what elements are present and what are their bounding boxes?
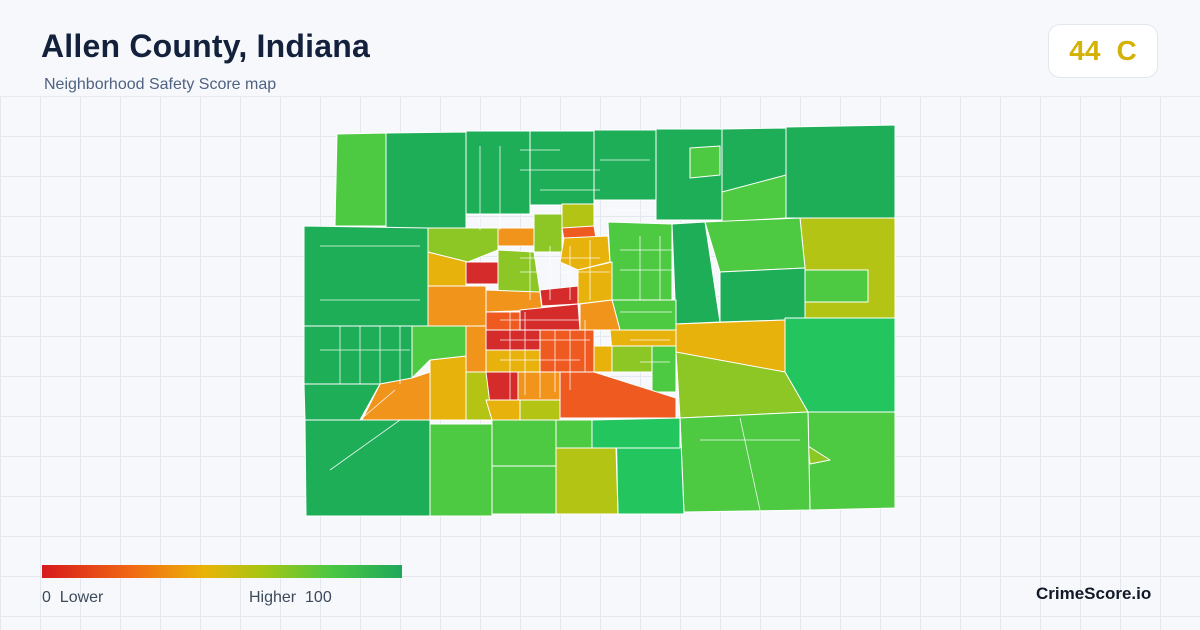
tract-sw-2[interactable] [429, 355, 467, 421]
tract-s-3[interactable] [555, 447, 619, 515]
tract-c-18[interactable] [485, 371, 519, 401]
tract-c-17[interactable] [517, 371, 561, 401]
tract-nw-1[interactable] [334, 132, 387, 227]
tract-w-2[interactable] [303, 325, 413, 385]
tract-sw-1[interactable] [304, 419, 431, 517]
tract-e-5[interactable] [784, 317, 896, 413]
tract-n-8[interactable] [561, 203, 595, 229]
tract-ne-1[interactable] [785, 124, 896, 219]
legend-low-label: 0 Lower [42, 589, 103, 607]
tract-n-2[interactable] [465, 130, 531, 215]
score-grade: C [1116, 35, 1137, 66]
tract-s-6[interactable] [591, 417, 681, 449]
tract-c-13[interactable] [485, 349, 541, 373]
county-map-svg[interactable] [300, 120, 900, 520]
tract-s-1[interactable] [679, 411, 811, 513]
tract-nw-3[interactable] [427, 227, 499, 263]
legend-high-text: Higher [249, 589, 297, 606]
score-badge: 44 C [1048, 24, 1158, 78]
tract-s-4[interactable] [491, 465, 557, 515]
page-subtitle: Neighborhood Safety Score map [44, 76, 277, 93]
tract-c-19[interactable] [485, 399, 521, 421]
legend-low-text: Lower [59, 589, 104, 606]
header [0, 0, 1200, 97]
legend-gradient-bar [42, 565, 402, 578]
tract-ne-4[interactable] [804, 269, 869, 303]
tract-nw-4[interactable] [465, 261, 499, 285]
legend-high-value: 100 [305, 589, 332, 606]
tract-c-3[interactable] [577, 261, 613, 305]
tract-c-20[interactable] [519, 399, 561, 421]
tract-n-1[interactable] [385, 131, 467, 231]
tract-c-16[interactable] [593, 345, 613, 373]
tract-c-6[interactable] [485, 311, 521, 331]
tract-c-12[interactable] [465, 325, 487, 373]
tract-n-9[interactable] [497, 227, 535, 247]
tract-n-4[interactable] [593, 129, 657, 201]
tract-c-14[interactable] [651, 345, 677, 393]
tract-n-6[interactable] [689, 145, 721, 179]
score-value: 44 [1069, 35, 1101, 66]
brand-logo[interactable]: CrimeScore.io [1036, 584, 1152, 603]
tract-s-7[interactable] [491, 417, 557, 467]
tract-ne-2[interactable] [721, 174, 787, 223]
tract-c-15[interactable] [611, 345, 653, 373]
tract-s-8[interactable] [555, 419, 593, 449]
tract-ne-3[interactable] [799, 217, 896, 319]
tract-n-11[interactable] [533, 213, 563, 253]
page-title: Allen County, Indiana [41, 28, 370, 64]
tract-nw-5[interactable] [427, 285, 487, 327]
tract-c-4[interactable] [611, 299, 677, 331]
tract-s-5[interactable] [429, 423, 493, 517]
tract-c-2[interactable] [497, 249, 541, 293]
tract-w-1[interactable] [303, 225, 429, 327]
legend-low-value: 0 [42, 589, 51, 606]
tract-sw-4[interactable] [361, 371, 431, 421]
legend-high-label: Higher 100 [249, 589, 332, 607]
choropleth-map[interactable] [300, 120, 900, 520]
tract-c-1[interactable] [539, 285, 579, 307]
tract-c-11[interactable] [539, 329, 595, 373]
tract-n-3[interactable] [529, 130, 595, 206]
tract-e-1[interactable] [704, 217, 806, 273]
tract-w-4[interactable] [411, 325, 467, 379]
tract-e-2[interactable] [719, 267, 806, 323]
